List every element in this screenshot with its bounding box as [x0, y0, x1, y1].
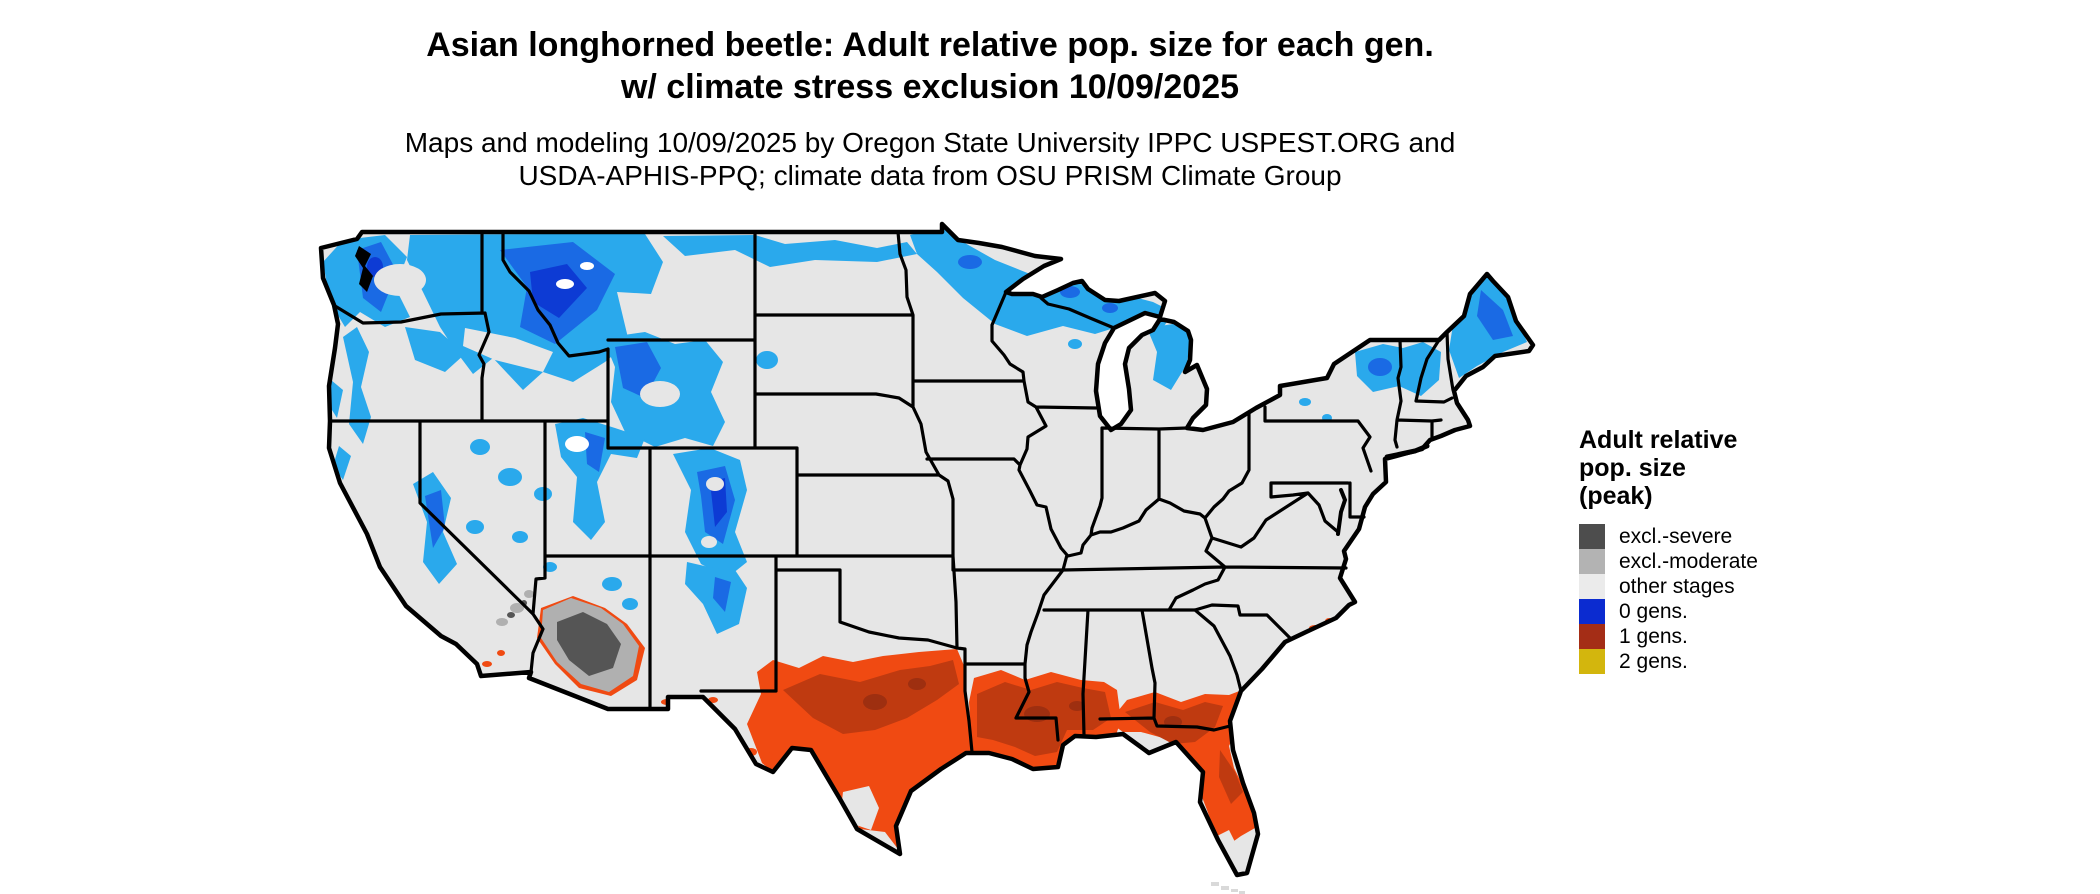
long-island	[1384, 443, 1430, 460]
legend-item: 1 gens.	[1579, 624, 1839, 649]
subtitle-line-2: USDA-APHIS-PPQ; climate data from OSU PR…	[518, 160, 1342, 191]
title-line-2: w/ climate stress exclusion 10/09/2025	[620, 68, 1240, 106]
legend-title-line-2: pop. size	[1579, 454, 1686, 482]
chesapeake-bay	[1336, 488, 1348, 536]
legend-swatch-1-gens	[1579, 624, 1605, 649]
legend-item: other stages	[1579, 574, 1839, 599]
legend-label: 2 gens.	[1619, 649, 1688, 673]
legend-label: other stages	[1619, 574, 1735, 598]
legend-swatch-0-gens	[1579, 599, 1605, 624]
us-map	[318, 221, 1536, 894]
florida-keys	[1211, 882, 1245, 894]
legend-title: Adult relative pop. size (peak)	[1579, 426, 1839, 510]
legend-item: excl.-severe	[1579, 524, 1839, 549]
puget-sound	[355, 246, 373, 292]
no-data-region	[556, 262, 594, 452]
legend-swatch-other-stages	[1579, 574, 1605, 599]
subtitle-line-1: Maps and modeling 10/09/2025 by Oregon S…	[404, 127, 1456, 158]
legend-swatch-excl-moderate	[1579, 549, 1605, 574]
legend-label: excl.-moderate	[1619, 549, 1758, 573]
legend-label: 1 gens.	[1619, 624, 1688, 648]
legend-item: 0 gens.	[1579, 599, 1839, 624]
legend-label: excl.-severe	[1619, 524, 1733, 548]
subtitle: Maps and modeling 10/09/2025 by Oregon S…	[0, 126, 1860, 192]
legend-title-line-1: Adult relative	[1579, 426, 1738, 454]
legend-title-line-3: (peak)	[1579, 482, 1653, 510]
legend-items: excl.-severe excl.-moderate other stages…	[1579, 524, 1839, 674]
state-borders	[328, 230, 1455, 754]
legend-label: 0 gens.	[1619, 599, 1688, 623]
legend: Adult relative pop. size (peak) excl.-se…	[1579, 426, 1839, 674]
legend-item: 2 gens.	[1579, 649, 1839, 674]
title-line-1: Asian longhorned beetle: Adult relative …	[426, 26, 1434, 64]
us-outline	[318, 221, 1536, 878]
page-title: Asian longhorned beetle: Adult relative …	[0, 24, 1860, 108]
legend-swatch-2-gens	[1579, 649, 1605, 674]
legend-swatch-excl-severe	[1579, 524, 1605, 549]
legend-item: excl.-moderate	[1579, 549, 1839, 574]
